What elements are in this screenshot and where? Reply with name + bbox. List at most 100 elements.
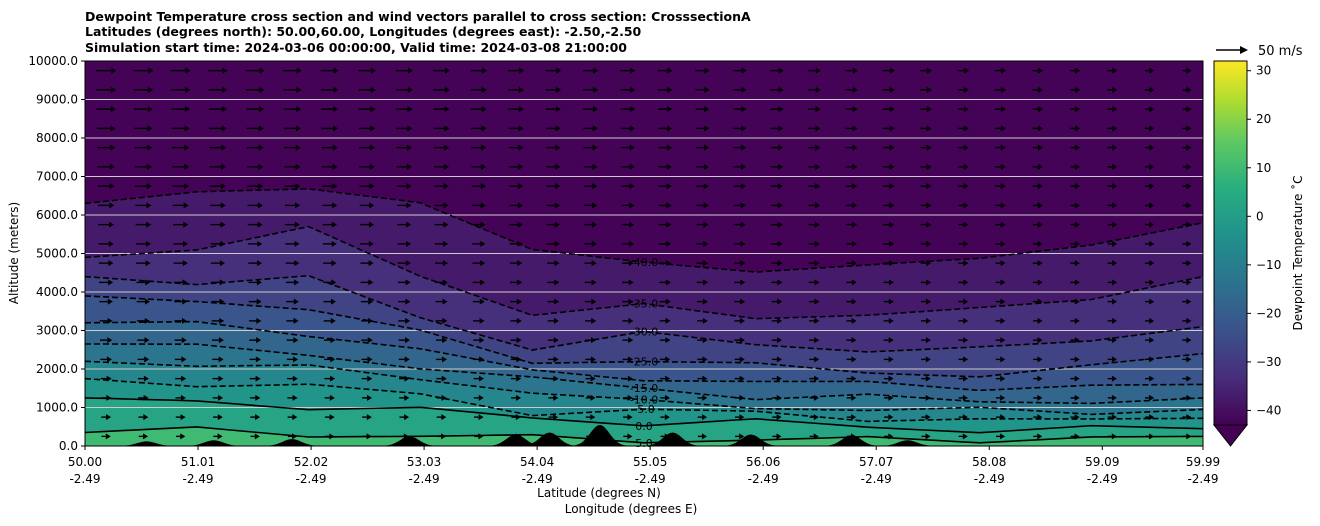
wind-vector-head: [407, 67, 413, 74]
wind-vector-head: [888, 394, 894, 401]
wind-vector-head: [778, 106, 784, 113]
wind-vector-head: [1001, 67, 1007, 74]
wind-vector-head: [180, 433, 186, 440]
wind-vector-head: [1149, 221, 1155, 228]
wind-vector-head: [516, 394, 522, 401]
wind-vector-head: [665, 317, 671, 324]
wind-vector-head: [147, 125, 153, 132]
wind-vector-head: [1149, 202, 1155, 209]
wind-vector-head: [332, 183, 338, 190]
wind-vector-head: [258, 183, 264, 190]
wind-vector-head: [963, 86, 969, 93]
wind-vector-head: [777, 240, 783, 247]
wind-vector-head: [590, 356, 596, 363]
wind-vector-head: [776, 375, 782, 382]
wind-vector-head: [1112, 183, 1118, 190]
wind-vector-head: [704, 86, 710, 93]
wind-vector-head: [963, 106, 969, 113]
wind-vector-head: [294, 240, 300, 247]
colorbar-tick-label: −10: [1256, 258, 1281, 272]
wind-vector-head: [1000, 202, 1006, 209]
wind-vector-head: [630, 86, 636, 93]
wind-vector-head: [963, 337, 969, 344]
wind-vector-head: [145, 298, 151, 305]
wind-vector-head: [815, 183, 821, 190]
wind-vector-head: [702, 414, 708, 421]
wind-vector-head: [1001, 86, 1007, 93]
wind-vector-head: [148, 67, 154, 74]
wind-vector-head: [222, 86, 228, 93]
wind-vector-head: [740, 202, 746, 209]
wind-vector-head: [851, 240, 857, 247]
wind-vector-head: [1037, 394, 1043, 401]
wind-vector-head: [146, 202, 152, 209]
wind-vector-head: [222, 106, 228, 113]
wind-vector-head: [143, 433, 149, 440]
wind-vector-head: [109, 221, 115, 228]
wind-vector-head: [926, 202, 932, 209]
wind-vector-head: [368, 260, 374, 267]
wind-vector-head: [369, 202, 375, 209]
wind-vector-head: [108, 279, 114, 286]
x-tick-label-lon: -2.49: [635, 472, 666, 486]
wind-vector-head: [516, 375, 522, 382]
x-tick-label-lon: -2.49: [1187, 472, 1218, 486]
x-tick-label-lat: 56.06: [746, 455, 780, 469]
wind-vector-head: [1111, 337, 1117, 344]
wind-vector-head: [554, 298, 560, 305]
wind-vector-head: [292, 394, 298, 401]
wind-vector-head: [553, 394, 559, 401]
wind-vector-head: [851, 279, 857, 286]
x-tick-label-lon: -2.49: [409, 472, 440, 486]
wind-vector-head: [852, 67, 858, 74]
wind-vector-head: [144, 356, 150, 363]
wind-vector-head: [1075, 67, 1081, 74]
wind-vector-head: [295, 183, 301, 190]
wind-vector-head: [814, 337, 820, 344]
wind-vector-head: [1149, 144, 1155, 151]
wind-vector-head: [443, 202, 449, 209]
wind-vector-head: [776, 414, 782, 421]
wind-vector-head: [1112, 106, 1118, 113]
wind-vector-head: [1037, 375, 1043, 382]
y-tick-label: 4000.0: [36, 285, 78, 299]
wind-vector-head: [777, 317, 783, 324]
y-tick-label: 8000.0: [36, 131, 78, 145]
wind-vector-head: [814, 279, 820, 286]
contour-label: -35.0: [630, 298, 658, 311]
wind-vector-head: [180, 414, 186, 421]
y-tick-label: 6000.0: [36, 208, 78, 222]
wind-vector-head: [664, 414, 670, 421]
wind-vector-head: [1075, 106, 1081, 113]
wind-vector-head: [143, 414, 149, 421]
wind-vector-head: [109, 163, 115, 170]
wind-vector-head: [555, 144, 561, 151]
contour-label: -30.0: [630, 326, 658, 339]
x-tick-label-lat: 52.02: [294, 455, 328, 469]
x-axis-label-lon: Longitude (degrees E): [565, 502, 698, 516]
wind-vector-head: [555, 125, 561, 132]
wind-vector-head: [406, 183, 412, 190]
wind-vector-head: [1186, 144, 1192, 151]
wind-vector-head: [1074, 337, 1080, 344]
wind-vector-head: [1074, 394, 1080, 401]
wind-vector-head: [1000, 163, 1006, 170]
wind-vector-head: [479, 298, 485, 305]
wind-key-label: 50 m/s: [1258, 44, 1303, 59]
wind-vector-head: [593, 86, 599, 93]
wind-vector-head: [925, 356, 931, 363]
wind-vector-head: [1112, 144, 1118, 151]
wind-vector-head: [294, 260, 300, 267]
wind-vector-head: [180, 394, 186, 401]
wind-vector-head: [851, 375, 857, 382]
wind-vector-head: [444, 86, 450, 93]
wind-vector-head: [852, 125, 858, 132]
wind-vector-head: [627, 433, 633, 440]
wind-vector-head: [444, 125, 450, 132]
contour-label: -10.0: [630, 394, 658, 407]
wind-vector-head: [1186, 240, 1192, 247]
wind-vector-head: [369, 221, 375, 228]
wind-vector-head: [108, 260, 114, 267]
contour-line: [85, 360, 1203, 416]
wind-vector-head: [480, 240, 486, 247]
